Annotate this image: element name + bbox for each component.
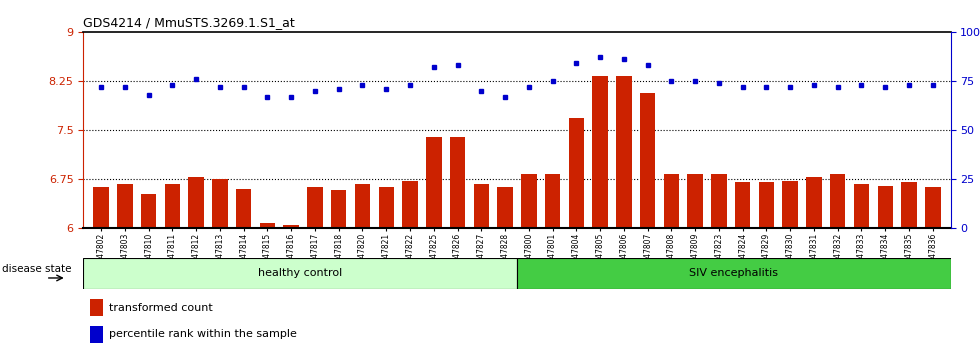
- Bar: [807, 177, 821, 228]
- Bar: [616, 76, 631, 228]
- Bar: [283, 225, 299, 228]
- Bar: [759, 183, 774, 228]
- Text: percentile rank within the sample: percentile rank within the sample: [109, 329, 297, 339]
- Bar: [236, 189, 252, 228]
- Bar: [308, 187, 322, 228]
- Text: disease state: disease state: [2, 264, 72, 274]
- Bar: [378, 187, 394, 228]
- Bar: [93, 187, 109, 228]
- Bar: [450, 137, 465, 228]
- Bar: [403, 181, 417, 228]
- Bar: [568, 118, 584, 228]
- Bar: [902, 183, 916, 228]
- Bar: [188, 177, 204, 228]
- Bar: [260, 223, 275, 228]
- Bar: [331, 190, 347, 228]
- Bar: [426, 137, 442, 228]
- Bar: [165, 184, 180, 228]
- Bar: [663, 174, 679, 228]
- Text: GDS4214 / MmuSTS.3269.1.S1_at: GDS4214 / MmuSTS.3269.1.S1_at: [83, 16, 295, 29]
- Bar: [854, 184, 869, 228]
- Bar: [877, 186, 893, 228]
- Text: SIV encephalitis: SIV encephalitis: [689, 268, 778, 279]
- Bar: [735, 183, 751, 228]
- Bar: [521, 174, 537, 228]
- Bar: [497, 187, 513, 228]
- Bar: [213, 178, 227, 228]
- Bar: [90, 299, 103, 316]
- Bar: [925, 187, 941, 228]
- Bar: [141, 194, 157, 228]
- Bar: [90, 326, 103, 343]
- Bar: [640, 93, 656, 228]
- Bar: [545, 174, 561, 228]
- Bar: [711, 174, 726, 228]
- Bar: [473, 184, 489, 228]
- Text: healthy control: healthy control: [258, 268, 342, 279]
- Bar: [687, 174, 703, 228]
- Text: transformed count: transformed count: [109, 303, 213, 313]
- Bar: [592, 76, 608, 228]
- Bar: [355, 184, 370, 228]
- Bar: [517, 258, 951, 289]
- Bar: [83, 258, 517, 289]
- Bar: [118, 184, 132, 228]
- Bar: [782, 181, 798, 228]
- Bar: [830, 174, 846, 228]
